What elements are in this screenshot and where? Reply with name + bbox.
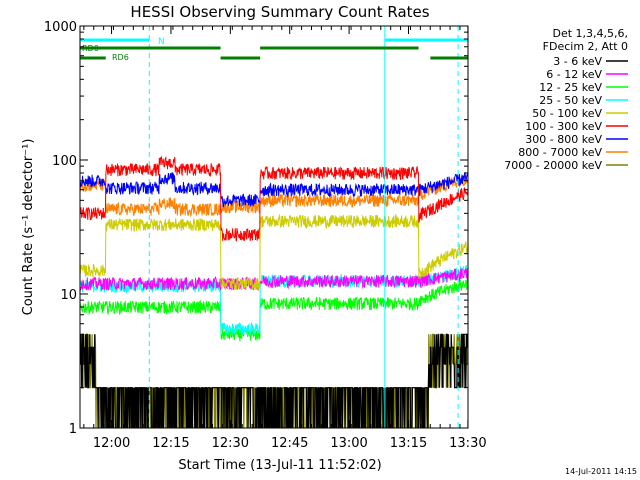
series-line bbox=[80, 155, 468, 242]
legend-entry-label: 6 - 12 keV bbox=[546, 68, 602, 81]
legend-entry-label: 50 - 100 keV bbox=[532, 107, 602, 120]
x-tick-label: 12:00 bbox=[93, 436, 130, 451]
y-tick-label: 10 bbox=[60, 288, 77, 303]
footer-date: 14-Jul-2011 14:15 bbox=[565, 467, 637, 476]
x-tick-label: 13:00 bbox=[330, 436, 367, 451]
x-axis-label: Start Time (13-Jul-11 11:52:02) bbox=[178, 458, 381, 473]
legend-entry-label: 100 - 300 keV bbox=[525, 120, 602, 133]
chart-title: HESSI Observing Summary Count Rates bbox=[130, 3, 429, 21]
legend-header: FDecim 2, Att 0 bbox=[543, 40, 628, 53]
series-line bbox=[80, 267, 468, 293]
legend-entry-label: 25 - 50 keV bbox=[539, 94, 602, 107]
y-tick-label: 100 bbox=[52, 154, 77, 169]
legend-header: Det 1,3,4,5,6, bbox=[552, 27, 628, 40]
legend-entry-label: 300 - 800 keV bbox=[525, 133, 602, 146]
legend-entry-label: 12 - 25 keV bbox=[539, 81, 602, 94]
legend-entry-label: 3 - 6 keV bbox=[553, 55, 602, 68]
x-tick-label: 12:30 bbox=[212, 436, 249, 451]
flag-label: RD6 bbox=[112, 53, 129, 62]
x-tick-label: 12:45 bbox=[271, 436, 308, 451]
series-line bbox=[80, 213, 468, 291]
y-axis-label: Count Rate (s⁻¹ detector⁻¹) bbox=[21, 139, 36, 316]
series-line bbox=[80, 264, 468, 336]
series-line bbox=[80, 279, 468, 342]
flag-label: RD0 bbox=[82, 44, 99, 53]
y-tick-label: 1 bbox=[69, 422, 77, 437]
axes: 12:00 12:15 12:30 12:45 13:00 13:15 13:30 1 10 10… bbox=[44, 20, 487, 451]
legend-entry-label: 800 - 7000 keV bbox=[518, 146, 602, 159]
y-tick-label: 1000 bbox=[44, 20, 77, 35]
x-tick-label: 13:15 bbox=[390, 436, 427, 451]
flag-label: N bbox=[158, 37, 165, 47]
x-tick-label: 13:30 bbox=[449, 436, 486, 451]
series-line bbox=[80, 333, 468, 428]
series-line bbox=[80, 171, 468, 208]
plot-area: N RD0 RD6 bbox=[80, 26, 468, 428]
plot-frame bbox=[79, 25, 469, 429]
legend: Det 1,3,4,5,6,FDecim 2, Att 0 3 - 6 keV6 … bbox=[504, 27, 628, 172]
legend-entry-label: 7000 - 20000 keV bbox=[504, 159, 602, 172]
x-tick-label: 12:15 bbox=[152, 436, 189, 451]
series-line bbox=[80, 174, 468, 218]
